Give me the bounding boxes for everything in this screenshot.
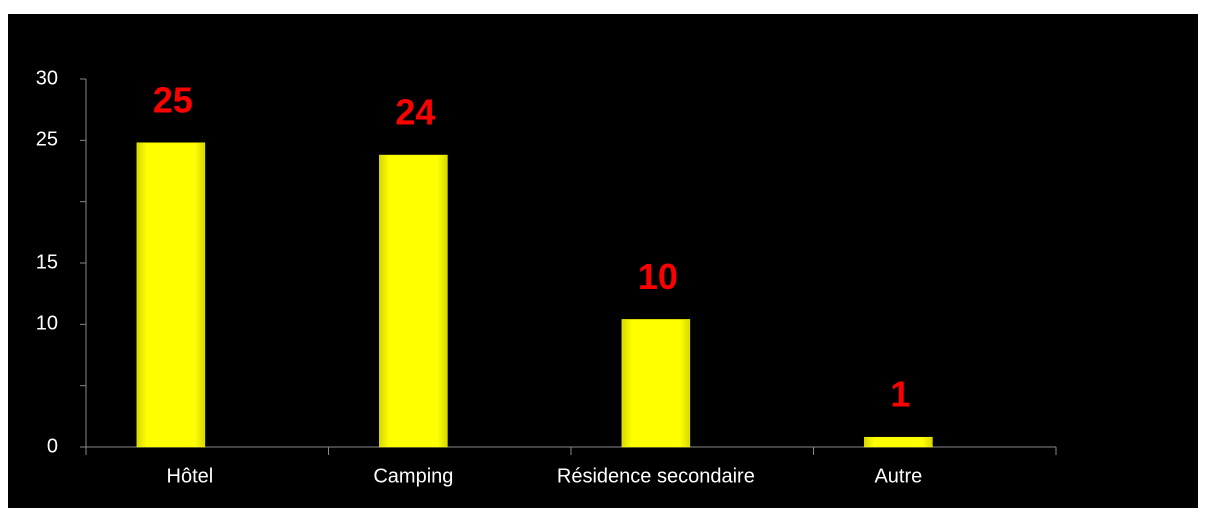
value-label: 25 — [153, 79, 193, 120]
x-tick-label: Autre — [874, 465, 922, 487]
x-tick-label: Résidence secondaire — [557, 465, 755, 487]
bar — [379, 154, 448, 448]
bar — [864, 436, 933, 448]
chart-background — [8, 14, 1198, 508]
bar — [621, 319, 691, 448]
y-tick-label: 0 — [47, 435, 58, 457]
value-label: 24 — [395, 92, 435, 133]
x-tick-label: Hôtel — [167, 465, 214, 487]
y-tick-label: 15 — [36, 251, 58, 273]
x-tick-label: Camping — [373, 465, 453, 487]
y-tick-label: 30 — [36, 67, 58, 89]
y-tick-label: 10 — [36, 313, 58, 335]
value-label: 10 — [638, 256, 678, 297]
value-label: 1 — [890, 374, 910, 415]
bar — [136, 142, 206, 448]
y-tick-label: 25 — [36, 129, 58, 151]
